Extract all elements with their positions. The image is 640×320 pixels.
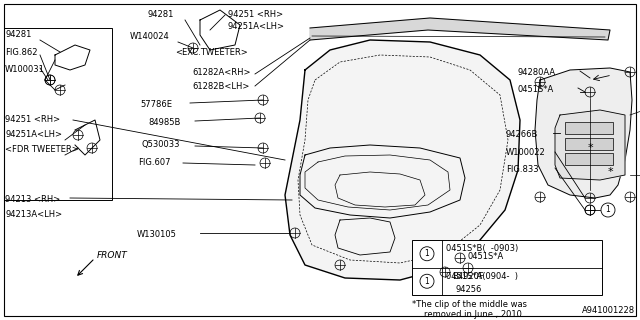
Text: A941001228: A941001228 [582, 306, 635, 315]
Circle shape [601, 203, 615, 217]
Text: 84985B: 84985B [148, 118, 180, 127]
Text: B4920F: B4920F [452, 272, 484, 281]
Text: W140024: W140024 [130, 32, 170, 41]
Text: W130105: W130105 [137, 230, 177, 239]
Text: W100022: W100022 [506, 148, 546, 157]
Text: *: * [587, 143, 593, 153]
Text: 94251 <RH>: 94251 <RH> [5, 115, 60, 124]
Text: <FDR TWEETER>: <FDR TWEETER> [5, 145, 79, 154]
Text: 94251A<LH>: 94251A<LH> [5, 130, 62, 139]
Text: 61282B<LH>: 61282B<LH> [192, 82, 250, 91]
Bar [565, 122, 613, 134]
Text: 94266B: 94266B [506, 130, 538, 139]
Text: removed in June , 2010.: removed in June , 2010. [424, 310, 525, 319]
Text: 94281: 94281 [5, 30, 31, 39]
Text: 61282A<RH>: 61282A<RH> [192, 68, 250, 77]
Text: FIG.833: FIG.833 [506, 165, 539, 174]
Text: *The clip of the middle was: *The clip of the middle was [412, 300, 527, 309]
Text: FIG.862: FIG.862 [5, 48, 38, 57]
Bar [412, 240, 602, 295]
Text: 0451S*A: 0451S*A [518, 85, 554, 94]
Text: Q530033: Q530033 [142, 140, 180, 149]
Circle shape [420, 274, 434, 288]
Bar [4, 28, 112, 200]
Text: 94213A<LH>: 94213A<LH> [5, 210, 62, 219]
Text: 94256: 94256 [455, 285, 481, 294]
Polygon shape [535, 68, 632, 198]
Polygon shape [555, 110, 625, 180]
Text: 0451S*A: 0451S*A [467, 252, 503, 261]
Text: 94281: 94281 [148, 10, 174, 19]
Text: 94280AA: 94280AA [518, 68, 556, 77]
Polygon shape [310, 18, 610, 40]
Text: 1: 1 [424, 277, 429, 286]
Text: 94251 <RH>: 94251 <RH> [228, 10, 283, 19]
Text: W100031: W100031 [5, 65, 45, 74]
Text: 0451S*A(0904-  ): 0451S*A(0904- ) [446, 271, 518, 281]
Text: 94213 <RH>: 94213 <RH> [5, 195, 60, 204]
Bar [565, 138, 613, 150]
Text: 57786E: 57786E [140, 100, 172, 109]
Text: FIG.607: FIG.607 [138, 158, 170, 167]
Text: *: * [607, 167, 613, 177]
Text: <EXC.TWEETER>: <EXC.TWEETER> [175, 48, 248, 57]
Text: 1: 1 [605, 205, 611, 214]
Circle shape [420, 247, 434, 261]
Polygon shape [285, 40, 520, 280]
Text: 0451S*B(  -0903): 0451S*B( -0903) [446, 244, 518, 253]
Text: FRONT: FRONT [97, 252, 128, 260]
Text: 1: 1 [424, 249, 429, 258]
Text: 94251A<LH>: 94251A<LH> [228, 22, 285, 31]
Bar [565, 153, 613, 165]
